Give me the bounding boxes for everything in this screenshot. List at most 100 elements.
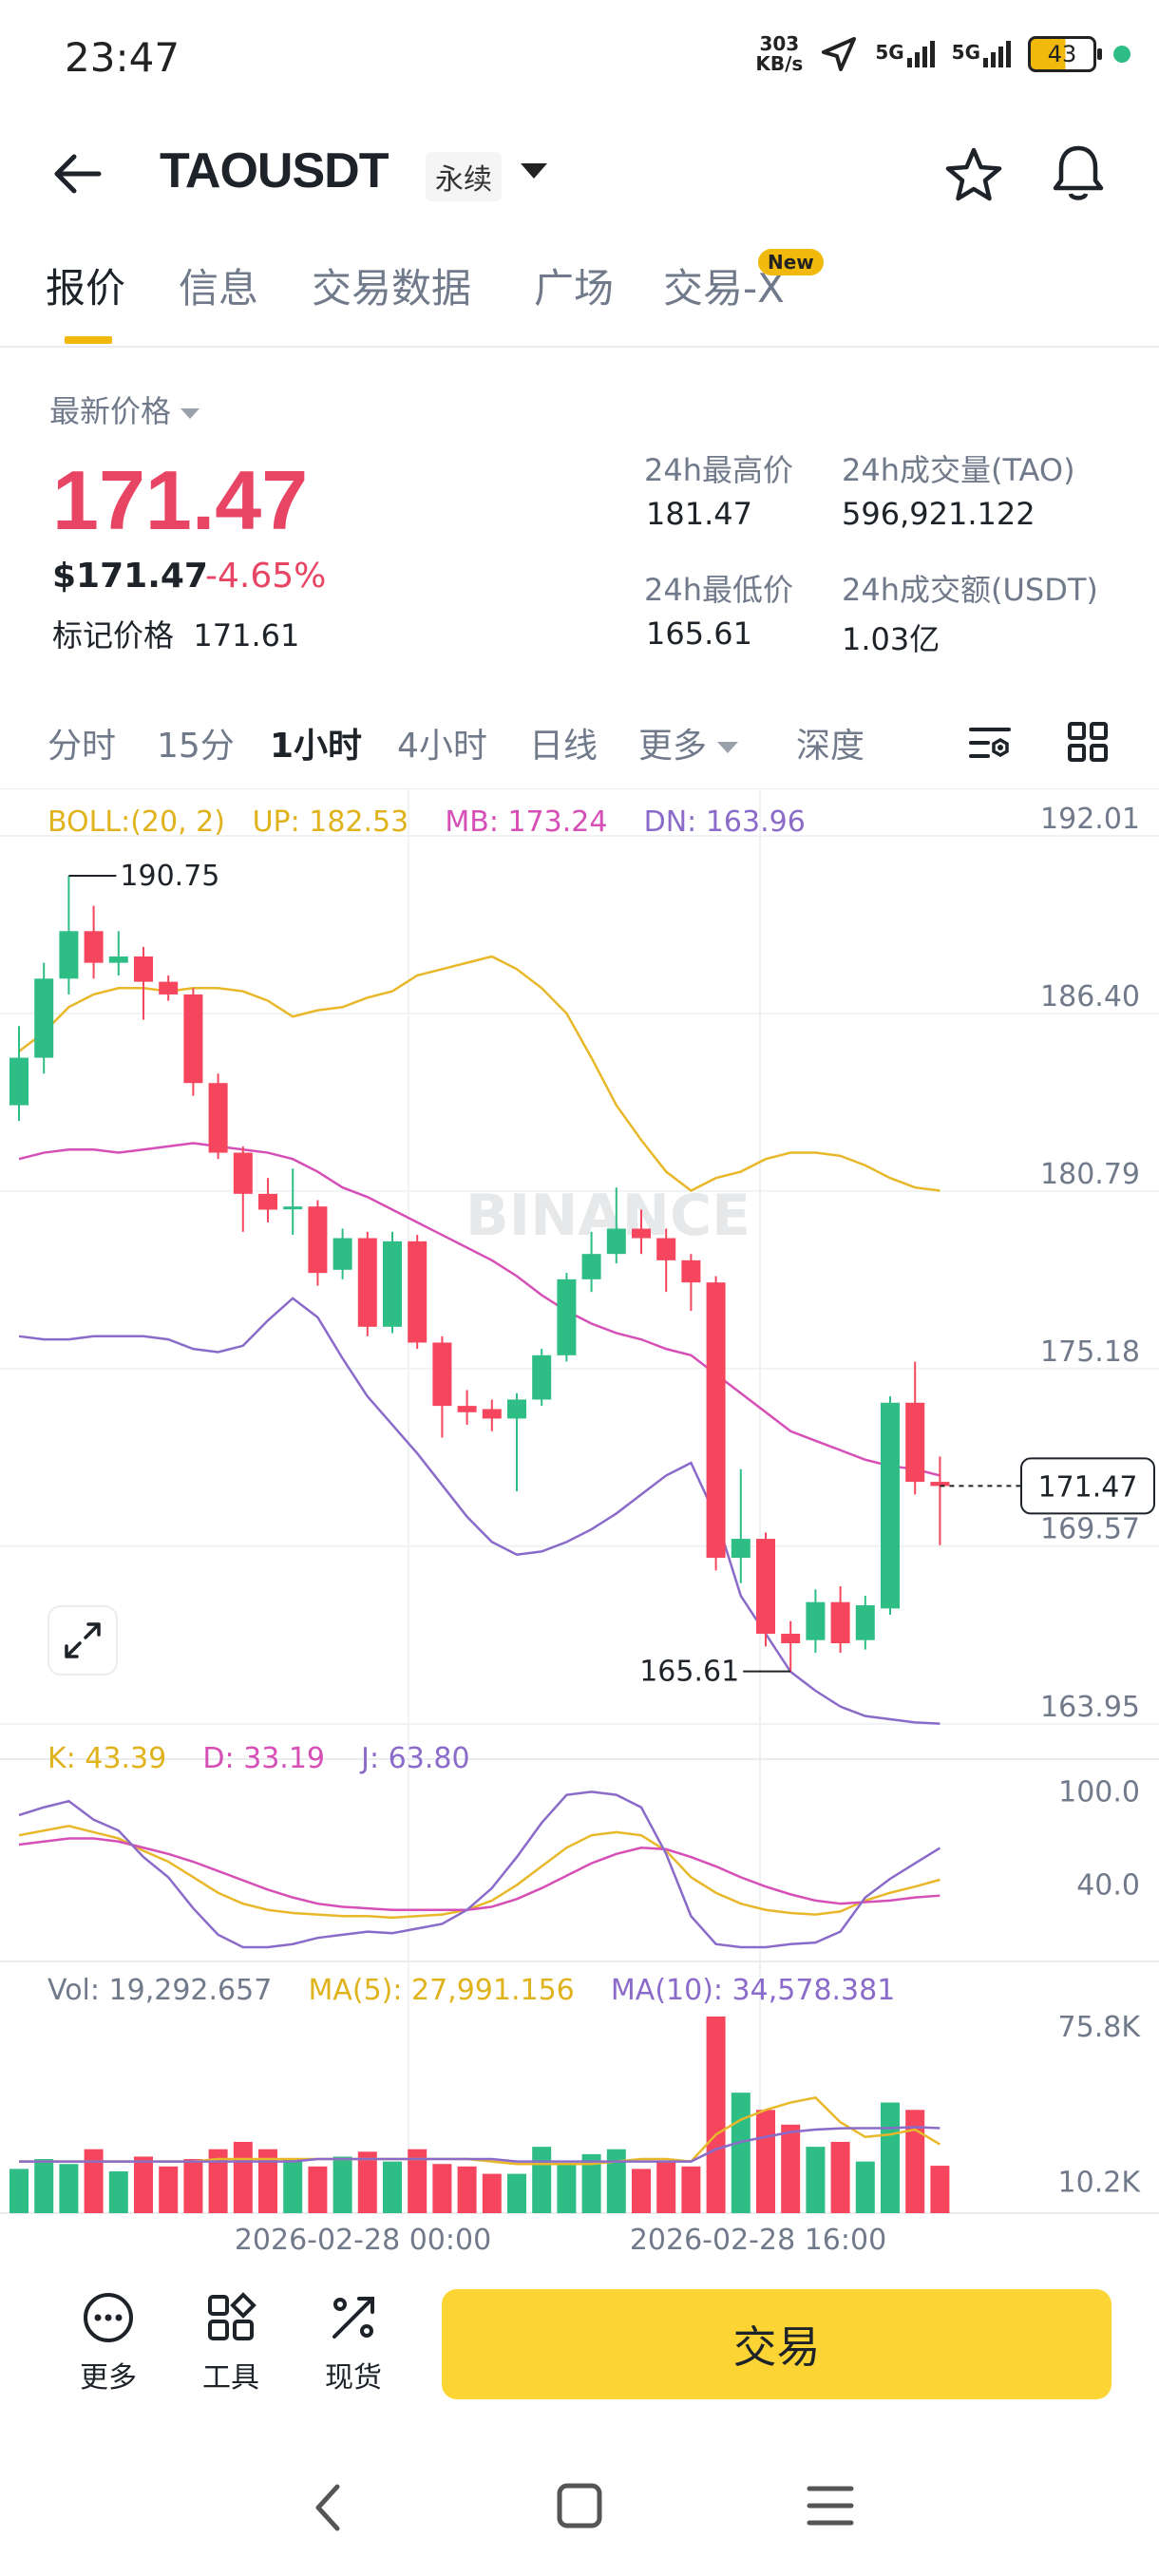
status-dot-icon [1113, 46, 1130, 63]
time-axis-label: 2026-02-28 00:00 [235, 2224, 491, 2256]
tf-4h[interactable]: 4小时 [397, 727, 487, 766]
nav-menu-icon[interactable] [806, 2481, 855, 2530]
tab-square[interactable]: 广场 [534, 265, 615, 312]
kdj-d-line [18, 1837, 940, 1911]
vol-legend: Vol: 19,292.657 MA(5): 27,991.156 MA(10)… [48, 1974, 895, 2007]
signal-5g-icon: 5G [875, 41, 935, 67]
battery-level: 43 [1047, 41, 1077, 67]
volume-bar [482, 2173, 502, 2213]
tf-more-caret-icon [717, 742, 739, 753]
tab-trading-data[interactable]: 交易数据 [312, 265, 472, 312]
tf-15m[interactable]: 15分 [157, 727, 235, 766]
tools-label: 工具 [202, 2361, 259, 2395]
candle-body [457, 1406, 477, 1412]
chart-area[interactable]: BINANCE 192.01 186.40 180.79 175.18 169.57 16… [0, 787, 1159, 2257]
signal-2-label: 5G [951, 41, 980, 64]
back-arrow-icon[interactable] [49, 150, 106, 198]
volume-bar [532, 2147, 552, 2213]
tf-1h[interactable]: 1小时 [270, 727, 363, 766]
candle-body [830, 1601, 850, 1644]
spot-button[interactable]: 现货 [315, 2289, 391, 2396]
volume-bar [756, 2110, 775, 2213]
vol-tao-label: 24h成交量(TAO) [842, 452, 1075, 488]
candle-body [408, 1241, 428, 1343]
tf-1d[interactable]: 日线 [529, 727, 598, 766]
volume-bar [208, 2149, 228, 2213]
last-price: 171.47 [52, 453, 309, 547]
volume-bar [408, 2149, 428, 2213]
candle-body [134, 956, 153, 982]
candle-body [59, 931, 79, 979]
indicator-settings-icon[interactable] [967, 720, 1013, 766]
contract-type-badge: 永续 [426, 152, 502, 201]
vol-tao-value: 596,921.122 [842, 496, 1036, 532]
mark-price: 标记价格 171.61 [52, 612, 299, 655]
tf-more[interactable]: 更多 [638, 718, 739, 767]
candle-body [706, 1282, 726, 1559]
boll-up-line [18, 955, 940, 1193]
vol-usdt-value: 1.03亿 [842, 621, 940, 657]
expand-icon [65, 1622, 101, 1658]
volume-bar [59, 2164, 79, 2213]
volume-bar [159, 2166, 179, 2213]
tools-grid-icon [208, 2292, 256, 2340]
volume-bar [432, 2164, 452, 2213]
candle-body [283, 1206, 303, 1210]
price-tick-label: 180.79 [1040, 1158, 1140, 1191]
price-tick-label: 192.01 [1040, 803, 1140, 836]
tf-depth[interactable]: 深度 [796, 727, 865, 766]
nav-back-icon[interactable] [309, 2479, 347, 2536]
tab-info[interactable]: 信息 [179, 265, 259, 312]
more-button[interactable]: 更多 [70, 2289, 146, 2396]
active-tab-indicator [65, 336, 112, 344]
candle-body [10, 1057, 28, 1106]
volume-bar [731, 2093, 750, 2213]
pair-title[interactable]: TAOUSDT [160, 143, 389, 199]
tab-quote[interactable]: 报价 [46, 265, 126, 312]
tf-line[interactable]: 分时 [48, 727, 117, 766]
candle-body [308, 1206, 328, 1274]
candle-body [557, 1279, 577, 1355]
latest-price-label[interactable]: 最新价格 [49, 388, 200, 431]
candle-body [581, 1254, 601, 1279]
layout-grid-icon[interactable] [1066, 720, 1110, 764]
candle-body [681, 1260, 701, 1283]
kdj-tick-label: 40.0 [1076, 1869, 1140, 1903]
fullscreen-button[interactable] [48, 1605, 118, 1676]
price-section: 最新价格 171.47 $171.47 -4.65% 标记价格 171.61 2… [0, 376, 1159, 661]
volume-bar [632, 2169, 651, 2213]
tools-button[interactable]: 工具 [193, 2289, 269, 2396]
low-label: 24h最低价 [644, 572, 794, 608]
volume-bar [557, 2164, 577, 2213]
pair-dropdown-icon[interactable] [521, 163, 547, 179]
vol-usdt-label: 24h成交额(USDT) [842, 572, 1098, 608]
volume-bar [258, 2149, 277, 2213]
volume-bar [781, 2124, 801, 2213]
battery-icon: 43 [1028, 36, 1102, 72]
bell-icon[interactable] [1045, 141, 1112, 207]
high-label: 24h最高价 [644, 452, 794, 488]
candle-body [781, 1634, 801, 1644]
candle-body [507, 1399, 526, 1419]
kline-chart-svg[interactable]: BINANCE 192.01186.40180.79175.18169.5716… [0, 787, 1159, 2257]
boll-dn-line [18, 1297, 940, 1725]
candle-body [632, 1228, 651, 1239]
vol-ma5-value: MA(5): 27,991.156 [308, 1974, 575, 2007]
signal-5g-2-icon: 5G [952, 41, 1011, 67]
candle-body [656, 1238, 676, 1260]
boll-up-value: UP: 182.53 [252, 805, 409, 839]
favorite-star-icon[interactable] [940, 142, 1007, 209]
status-icons: 303 KB/s 5G 5G 43 [755, 34, 1130, 74]
spot-label: 现货 [325, 2361, 382, 2395]
trade-button[interactable]: 交易 [442, 2289, 1112, 2399]
volume-bar [930, 2166, 950, 2213]
volume-bar [34, 2159, 54, 2213]
candle-body [482, 1409, 502, 1419]
candle-body [383, 1241, 402, 1327]
tf-more-label: 更多 [638, 727, 708, 766]
candle-body [108, 956, 128, 963]
nav-home-icon[interactable] [555, 2481, 604, 2530]
kdj-k-value: K: 43.39 [48, 1742, 167, 1775]
latest-price-label-text: 最新价格 [49, 393, 172, 429]
volume-bar [855, 2161, 875, 2213]
